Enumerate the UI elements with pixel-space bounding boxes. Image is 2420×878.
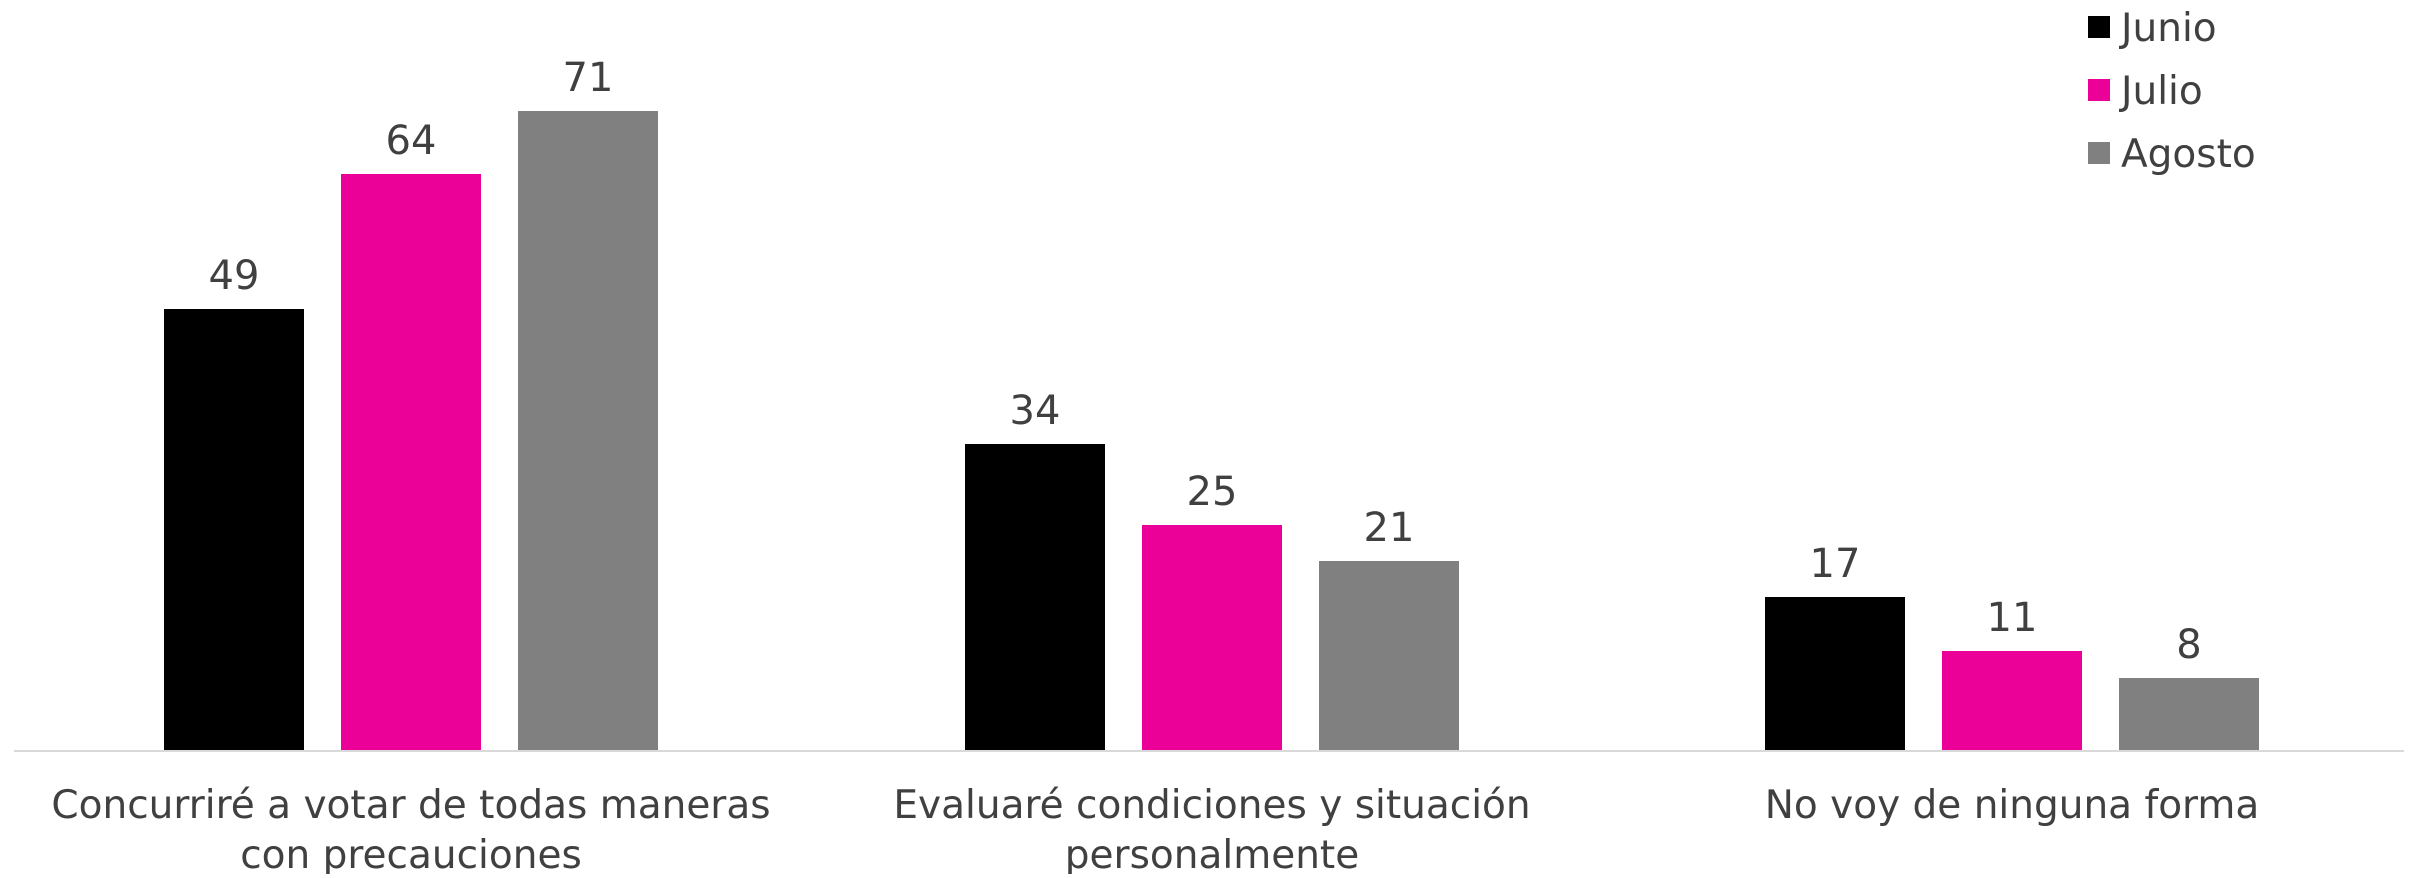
category-label-2-line-2: personalmente [1065, 833, 1359, 874]
value-labels-layer: 49 34 17 64 25 11 71 21 8 [209, 55, 2202, 668]
bar-julio-cat-2 [1142, 525, 1282, 750]
data-label-junio-cat-1: 49 [209, 253, 260, 299]
data-label-agosto-cat-1: 71 [563, 55, 614, 101]
bar-julio-cat-3 [1942, 651, 2082, 750]
legend-label-junio: Junio [2118, 6, 2217, 51]
legend-swatch-junio [2088, 16, 2110, 38]
category-label-3-line-1: No voy de ninguna forma [1765, 783, 2260, 828]
x-axis: Concurriré a votar de todas maneras con p… [14, 750, 2404, 878]
category-label-2-line-1: Evaluaré condiciones y situación [893, 783, 1530, 828]
data-label-julio-cat-1: 64 [386, 118, 437, 164]
bar-julio-cat-1 [341, 174, 481, 750]
category-label-1-line-1: Concurriré a votar de todas maneras [51, 783, 770, 828]
data-label-junio-cat-2: 34 [1010, 388, 1061, 434]
category-label-1-line-2: con precauciones [240, 833, 582, 874]
bars-layer [164, 111, 2259, 750]
bar-junio-cat-1 [164, 309, 304, 750]
bar-junio-cat-2 [965, 444, 1105, 750]
bar-junio-cat-3 [1765, 597, 1905, 750]
data-label-agosto-cat-2: 21 [1364, 505, 1415, 551]
bar-agosto-cat-1 [518, 111, 658, 750]
legend-swatch-agosto [2088, 142, 2110, 164]
legend-label-julio: Julio [2118, 69, 2203, 114]
data-label-julio-cat-2: 25 [1187, 469, 1238, 515]
legend: Junio Julio Agosto [2088, 6, 2256, 177]
legend-label-agosto: Agosto [2121, 132, 2256, 177]
bar-agosto-cat-2 [1319, 561, 1459, 750]
legend-swatch-julio [2088, 79, 2110, 101]
data-label-junio-cat-3: 17 [1810, 541, 1861, 587]
bar-agosto-cat-3 [2119, 678, 2259, 750]
data-label-julio-cat-3: 11 [1987, 595, 2038, 641]
data-label-agosto-cat-3: 8 [2176, 622, 2201, 668]
